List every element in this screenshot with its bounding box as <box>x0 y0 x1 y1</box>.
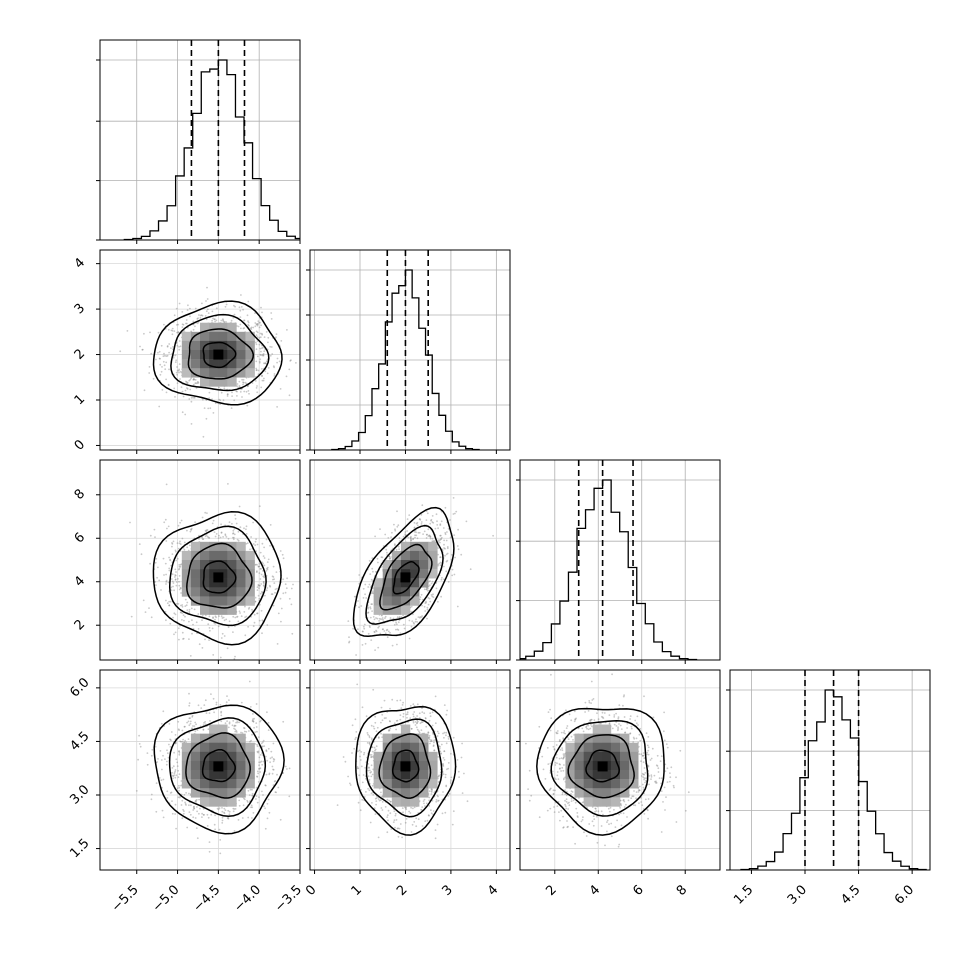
xtick-label: 3.0 <box>785 882 810 907</box>
contour-3-2-0 <box>585 749 620 783</box>
xtick-label: 4 <box>485 882 501 898</box>
peak-mark-3-2 <box>597 761 608 772</box>
panel-3-3: 1.5 3.0 4.5 6.0 <box>726 669 931 908</box>
panel-frame <box>99 669 301 871</box>
xtick-label: −5.5 <box>109 882 142 915</box>
contour-1-0-0 <box>202 341 237 369</box>
contour-2-1-0 <box>392 560 420 595</box>
xtick-label: 3 <box>439 882 455 898</box>
contour-1-0-3 <box>152 300 283 406</box>
xtick-label: −3.5 <box>272 882 305 915</box>
contour-2-1-2 <box>365 524 444 625</box>
density-2-1 <box>373 541 438 615</box>
panel-1-1 <box>306 249 511 454</box>
ytick-label: 1 <box>72 392 88 408</box>
contours-2-0 <box>152 511 282 646</box>
ytick-label: 3.0 <box>67 782 92 807</box>
panel-frame <box>729 669 931 871</box>
contour-3-0-0 <box>201 748 236 783</box>
xtick-label: 1.5 <box>731 882 756 907</box>
scatter-1-0 <box>119 286 300 438</box>
xtick-label: 0 <box>303 882 319 898</box>
ytick-label: 4 <box>72 255 88 271</box>
xtick-label: 4 <box>587 882 603 898</box>
panel-frame <box>99 249 301 451</box>
xtick-label: 2 <box>543 882 559 898</box>
ytick-label: 2 <box>72 346 88 362</box>
xtick-label: −5.0 <box>150 882 183 915</box>
contour-1-0-2 <box>170 313 270 392</box>
contour-3-2-1 <box>567 734 635 799</box>
xtick-label: −4.0 <box>231 882 264 915</box>
contours-3-1 <box>355 705 457 836</box>
ytick-label: 2 <box>72 617 88 633</box>
panel-3-2: 2 4 6 8 <box>516 669 721 899</box>
ytick-label: 1.5 <box>67 836 92 861</box>
panel-3-1: 0 1 2 3 4 <box>303 669 511 899</box>
panel-frame <box>519 669 721 871</box>
peak-mark-1-0 <box>213 349 224 360</box>
ytick-label: 4 <box>72 574 88 590</box>
panel-1-0: 0 1 2 3 4 <box>72 249 301 454</box>
contour-2-0-0 <box>202 560 237 594</box>
ytick-label: 0 <box>72 437 88 453</box>
panel-0-0 <box>96 39 301 244</box>
contour-3-2-3 <box>536 707 665 836</box>
contour-2-0-2 <box>168 525 267 627</box>
xtick-label: 2 <box>394 882 410 898</box>
xtick-label: 6.0 <box>892 882 917 907</box>
panel-frame <box>309 669 511 871</box>
panel-3-0: 1.5 3.0 4.5 6.0 −5.5 −5.0 −4.5 −4.0 −3.5 <box>67 669 305 915</box>
contour-3-0-2 <box>168 717 267 817</box>
panel-frame <box>99 459 301 661</box>
ytick-label: 6 <box>72 530 88 546</box>
xtick-label: 1 <box>349 882 365 898</box>
ytick-label: 8 <box>72 487 88 503</box>
contours-2-1 <box>352 506 455 638</box>
xtick-label: 6 <box>630 882 646 898</box>
contour-3-1-3 <box>355 705 457 836</box>
contours-1-0 <box>152 300 283 406</box>
peak-mark-2-0 <box>213 572 224 583</box>
xtick-label: 4.5 <box>838 882 863 907</box>
contour-3-0-1 <box>185 732 251 799</box>
contours-3-0 <box>153 704 285 835</box>
contour-3-1-0 <box>391 749 420 783</box>
peak-mark-2-1 <box>400 572 411 583</box>
peak-mark-3-0 <box>213 761 224 772</box>
panel-frame <box>99 39 301 241</box>
panel-frame <box>309 459 511 661</box>
ytick-label: 4.5 <box>67 729 92 754</box>
histogram-1 <box>331 269 480 450</box>
contours-3-2 <box>536 707 665 836</box>
contour-2-0-1 <box>186 542 253 609</box>
panel-2-0: 2 4 6 8 <box>72 459 301 664</box>
xtick-label: 8 <box>674 882 690 898</box>
xtick-label: −4.5 <box>190 882 223 915</box>
contour-2-1-1 <box>379 543 433 611</box>
panel-2-1 <box>306 459 511 664</box>
density-3-1 <box>373 724 438 807</box>
contour-3-2-2 <box>550 720 649 817</box>
ytick-label: 3 <box>72 301 88 317</box>
contour-1-0-1 <box>187 328 255 380</box>
peak-mark-3-1 <box>400 761 411 772</box>
contour-3-0-3 <box>153 704 285 835</box>
contour-2-0-3 <box>152 511 282 646</box>
panel-frame <box>309 249 511 451</box>
panel-frame <box>519 459 721 661</box>
panel-2-2 <box>516 459 721 664</box>
ytick-label: 6.0 <box>67 675 92 700</box>
contour-3-1-2 <box>365 718 443 818</box>
contour-3-1-1 <box>378 733 432 799</box>
contour-2-1-3 <box>352 506 455 638</box>
density-1-0 <box>181 322 255 387</box>
